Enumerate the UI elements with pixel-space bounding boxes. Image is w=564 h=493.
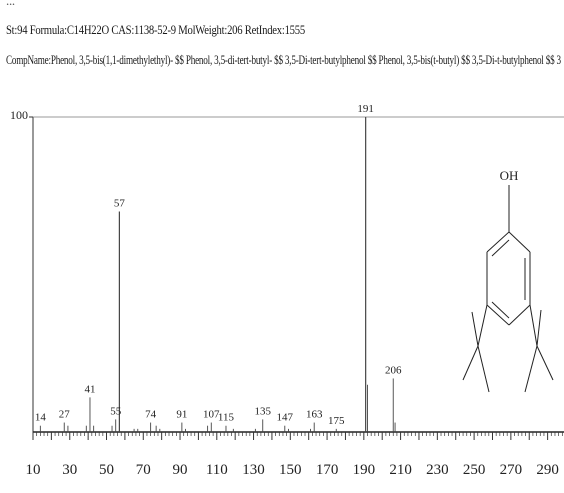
x-tick-label: 270 (500, 462, 523, 478)
peak-label: 135 (254, 405, 271, 417)
plot-frame (32, 116, 564, 432)
x-tick-label: 250 (463, 462, 486, 478)
peak-label: 175 (328, 415, 345, 427)
x-tick-label: 290 (536, 462, 559, 478)
peak-label: 147 (277, 412, 294, 424)
x-tick-label: 110 (206, 462, 228, 478)
x-axis: 10 30 50 70 90 110 130 150 170 190 210 230 250 270 290 (26, 431, 564, 478)
peak-label: 74 (145, 409, 157, 421)
header-cropped-line: ... (6, 0, 15, 8)
peak-bars (39, 117, 396, 432)
x-tick-label: 190 (353, 462, 376, 478)
x-tick-label: 130 (242, 462, 265, 478)
tbutyl-left-branch-3 (477, 345, 490, 393)
tbutyl-right-stem (529, 304, 538, 347)
y-axis: 100 (10, 108, 33, 122)
y-tick-label: 100 (10, 108, 28, 122)
peak-label: 57 (114, 198, 126, 210)
peak-label: 107 (203, 409, 220, 421)
tbutyl-right-branch-1 (536, 309, 542, 347)
molecule-structure-diagram: OH (462, 168, 554, 393)
x-tick-label: 50 (99, 462, 114, 478)
peak-label: 163 (306, 409, 323, 421)
oh-label: OH (500, 168, 519, 183)
x-tick-label: 170 (316, 462, 339, 478)
peak-label: 41 (84, 383, 95, 395)
x-tick-label: 150 (279, 462, 302, 478)
x-tick-label: 90 (173, 462, 188, 478)
peak-label: 55 (110, 405, 122, 417)
compound-names-line: CompName:Phenol, 3,5-bis(1,1-dimethyleth… (6, 52, 561, 67)
peak-label: 27 (59, 409, 71, 421)
peak-label: 14 (35, 412, 47, 424)
ring-bond-top-left (486, 231, 510, 253)
ring-bond-bottom-left-inner (491, 301, 510, 319)
x-tick-label: 70 (136, 462, 151, 478)
ring-bond-bottom-right (508, 304, 531, 326)
tbutyl-left-branch-2 (462, 345, 479, 381)
tbutyl-left-stem (477, 304, 488, 347)
ring-bond-top-left-inner (491, 239, 510, 257)
x-tick-label: 210 (389, 462, 412, 478)
peak-label: 191 (357, 103, 374, 115)
ring-bond-bottom-left (486, 304, 510, 326)
x-tick-label: 30 (62, 462, 77, 478)
ring-bond-top-right (508, 231, 531, 253)
tbutyl-left-branch-1 (471, 311, 479, 347)
peak-label: 206 (385, 364, 402, 376)
peak-label: 91 (176, 409, 187, 421)
compound-info-line: St:94 Formula:C14H22O CAS:1138-52-9 MolW… (6, 22, 305, 37)
x-tick-label: 10 (26, 462, 41, 478)
peak-label: 115 (218, 412, 235, 424)
tbutyl-right-branch-2 (536, 345, 554, 381)
tbutyl-right-branch-3 (524, 345, 538, 393)
x-tick-label: 230 (426, 462, 449, 478)
